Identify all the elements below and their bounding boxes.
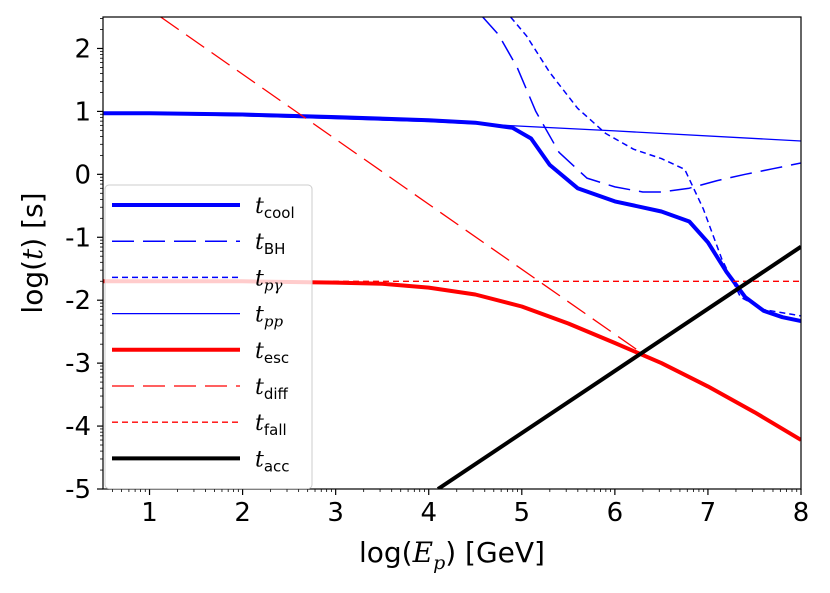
series-line-t-acc bbox=[436, 245, 801, 489]
y-tick-label: -3 bbox=[65, 349, 91, 379]
x-tick-label: 6 bbox=[607, 498, 624, 528]
series-line-t-BH bbox=[482, 17, 801, 193]
legend-label-t-cool: tcool bbox=[255, 194, 295, 222]
series-layer bbox=[103, 17, 801, 489]
x-tick-label: 1 bbox=[141, 498, 158, 528]
y-axis-label: log(t) [s] bbox=[16, 192, 49, 313]
series-line-t-esc bbox=[103, 279, 801, 442]
y-tick-label: -2 bbox=[65, 286, 91, 316]
x-tick-label: 2 bbox=[234, 498, 251, 528]
legend-label-t-fall: tfall bbox=[255, 411, 287, 439]
x-tick-label: 3 bbox=[327, 498, 344, 528]
y-tick-label: 2 bbox=[74, 34, 91, 64]
legend-label-t-esc: tesc bbox=[255, 339, 289, 367]
series-line-t-cool bbox=[103, 111, 801, 323]
x-tick-label: 4 bbox=[420, 498, 437, 528]
x-tick-label: 8 bbox=[793, 498, 810, 528]
y-tick-label: -5 bbox=[65, 475, 91, 505]
series-line-t-pp bbox=[103, 112, 801, 142]
legend-label-t-acc: tacc bbox=[255, 447, 290, 475]
series-line-t-diff bbox=[160, 17, 639, 352]
legend: tcool tBH tpγ tpp tesc tdiff tfall tacc bbox=[104, 184, 313, 490]
series-line-t-pgamma bbox=[510, 17, 801, 317]
major-ticks: 1 2 3 4 5 6 7 8 2 1 0 -1 -2 -3 -4 -5 bbox=[65, 34, 809, 528]
legend-label-t-BH: tBH bbox=[255, 230, 285, 258]
x-axis-label: log(Ep) [GeV] bbox=[359, 536, 545, 574]
y-tick-label: -1 bbox=[65, 223, 91, 253]
x-tick-label: 7 bbox=[700, 498, 717, 528]
legend-label-t-pp: tpp bbox=[255, 303, 283, 331]
y-tick-label: 0 bbox=[74, 160, 91, 190]
x-tick-label: 5 bbox=[514, 498, 531, 528]
plot-frame bbox=[102, 16, 802, 490]
y-tick-label: -4 bbox=[65, 412, 91, 442]
legend-label-t-diff: tdiff bbox=[255, 375, 289, 403]
legend-box bbox=[104, 184, 313, 490]
legend-label-t-pgamma: tpγ bbox=[255, 266, 282, 294]
y-tick-label: 1 bbox=[74, 97, 91, 127]
